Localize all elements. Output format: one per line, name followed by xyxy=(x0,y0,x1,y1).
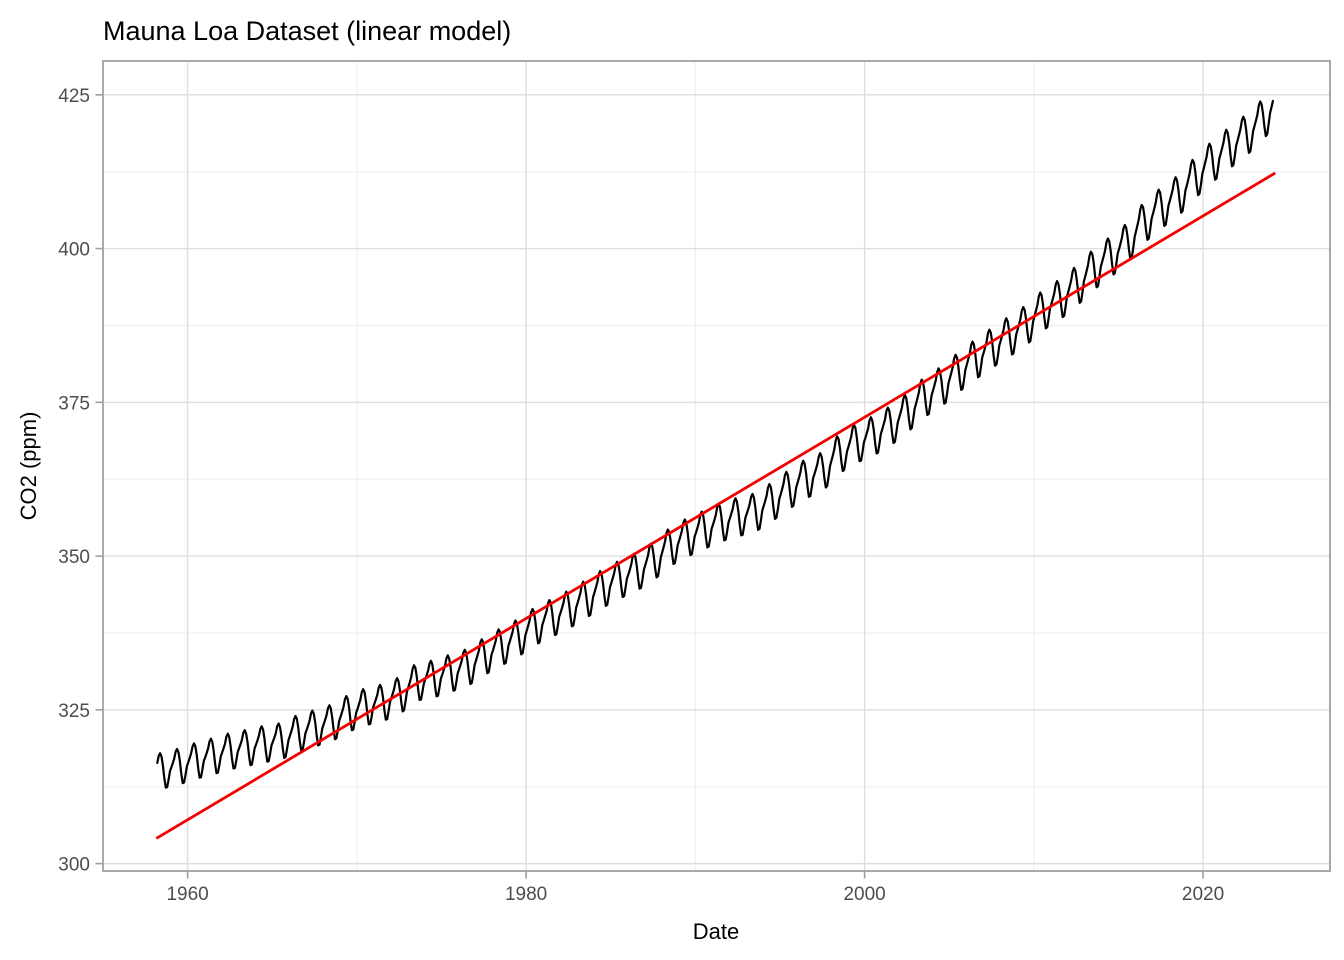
y-tick-label: 375 xyxy=(58,393,90,414)
axis-ticks xyxy=(95,94,1204,879)
gridlines-minor xyxy=(103,61,1330,871)
x-tick-label: 1960 xyxy=(166,884,208,905)
y-axis-title: CO2 (ppm) xyxy=(16,412,41,521)
x-axis-title: Date xyxy=(693,919,739,944)
plot-panel-border xyxy=(102,60,1331,872)
x-tick-label: 2020 xyxy=(1182,884,1224,905)
linear-fit-line xyxy=(155,172,1276,840)
gridlines-major xyxy=(103,61,1330,871)
y-tick-label: 325 xyxy=(58,701,90,722)
chart-title: Mauna Loa Dataset (linear model) xyxy=(103,16,511,46)
y-tick-label: 400 xyxy=(58,240,90,261)
x-tick-label: 2000 xyxy=(843,884,885,905)
series-layer xyxy=(155,99,1276,840)
y-tick-label: 300 xyxy=(58,855,90,876)
y-tick-label: 350 xyxy=(58,547,90,568)
x-tick-label: 1980 xyxy=(505,884,547,905)
x-axis-tick-labels: 1960 1980 2000 2020 xyxy=(166,884,1224,905)
y-axis-tick-labels: 300 325 350 375 400 425 xyxy=(58,86,90,876)
y-tick-label: 425 xyxy=(58,86,90,107)
co2-series-line xyxy=(156,99,1275,789)
